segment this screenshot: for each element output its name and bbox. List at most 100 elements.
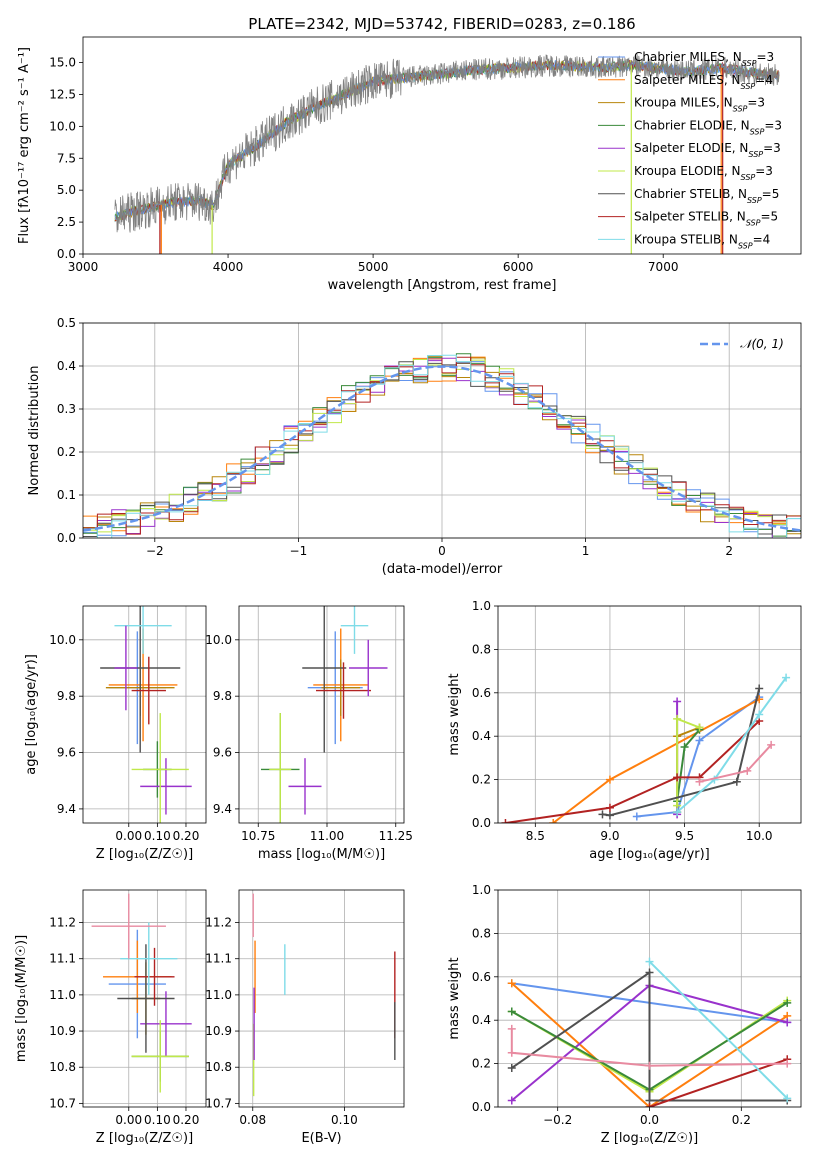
weight-marker xyxy=(507,1096,516,1105)
y-tick-label: 10.9 xyxy=(49,1024,76,1038)
x-axis-label: wavelength [Angstrom, rest frame] xyxy=(328,278,557,293)
y-axis-label: mass weight xyxy=(447,673,462,755)
x-tick-label: 0.10 xyxy=(144,1113,171,1127)
weight-line xyxy=(510,1028,788,1067)
weight-marker xyxy=(695,736,704,745)
x-tick-label: 10.0 xyxy=(746,829,773,843)
axes-frame xyxy=(82,322,802,539)
y-tick-label: 0.1 xyxy=(57,488,76,502)
weight-marker xyxy=(680,743,689,752)
x-tick-label: 5000 xyxy=(358,260,389,274)
weight-marker xyxy=(645,968,654,977)
x-tick-label: 0.10 xyxy=(331,1113,358,1127)
weight-marker xyxy=(507,1007,516,1016)
y-tick-label: 9.4 xyxy=(213,802,232,816)
weight-marker xyxy=(598,810,607,819)
y-tick-label: 10.9 xyxy=(205,1024,232,1038)
weight-marker xyxy=(507,1048,516,1057)
weight-marker xyxy=(783,1094,792,1103)
plot-area xyxy=(83,353,801,538)
x-axis-label: age [log₁₀(age/yr)] xyxy=(589,847,710,862)
x-tick-label: 11.00 xyxy=(310,829,344,843)
x-tick-label: 7000 xyxy=(648,260,679,274)
x-tick-label: 2 xyxy=(725,544,733,558)
x-tick-label: 11.25 xyxy=(379,829,413,843)
y-tick-label: 11.1 xyxy=(49,952,76,966)
y-axis-label: mass [log₁₀(M/M☉)] xyxy=(14,935,29,1062)
x-tick-label: −0.2 xyxy=(543,1113,572,1127)
y-tick-label: 9.4 xyxy=(57,802,76,816)
x-tick-label: 9.5 xyxy=(675,829,694,843)
plot-area xyxy=(114,54,780,254)
observed-spectrum-line xyxy=(114,54,780,233)
x-tick-label: 8.5 xyxy=(526,829,545,843)
x-tick-label: 0.08 xyxy=(239,1113,266,1127)
weight-marker xyxy=(549,819,558,823)
panel-residuals: −2 −1 0 1 2 0.0 0.1 0.2 0.3 0.4 0.5 (data-model)/er… xyxy=(27,316,802,577)
x-tick-label: 4000 xyxy=(213,260,244,274)
weight-marker xyxy=(755,684,764,693)
panel-weights_vs_Z: −0.2 0.0 0.2 0.0 0.2 0.4 0.6 0.8 1.0 Z [log₁₀(Z/Z… xyxy=(447,883,802,1146)
y-tick-label: 1.0 xyxy=(472,599,491,613)
weight-marker xyxy=(783,1059,792,1068)
x-tick-label: 0.00 xyxy=(115,829,142,843)
y-tick-label: 10.7 xyxy=(49,1096,76,1110)
y-tick-label: 0.6 xyxy=(472,686,491,700)
plot-area xyxy=(252,893,396,1097)
y-tick-label: 0.0 xyxy=(57,247,76,261)
y-tick-label: 0.5 xyxy=(57,316,76,330)
axes-frame xyxy=(497,605,802,824)
weight-marker xyxy=(783,1018,792,1027)
x-tick-label: 1 xyxy=(582,544,590,558)
x-tick-label: 0.2 xyxy=(732,1113,751,1127)
y-tick-label: 11.2 xyxy=(205,916,232,930)
y-tick-label: 9.8 xyxy=(57,689,76,703)
y-tick-label: 0.6 xyxy=(472,970,491,984)
legend-entry: Chabrier ELODIE, NSSP=3 xyxy=(634,118,782,136)
x-axis-label: Z [log₁₀(Z/Z☉)] xyxy=(96,1131,193,1146)
x-tick-label: 0.10 xyxy=(144,829,171,843)
legend: 𝒩(0, 1) xyxy=(700,337,784,351)
legend-entry: 𝒩(0, 1) xyxy=(740,337,784,351)
x-axis-label: mass [log₁₀(M/M☉)] xyxy=(258,847,385,862)
x-axis-label: (data-model)/error xyxy=(382,562,503,577)
y-axis-label: Flux [fλ10⁻¹⁷ erg cm⁻² s⁻¹ A⁻¹] xyxy=(17,47,32,244)
panel-mass_vs_Z: 0.00 0.10 0.20 10.7 10.8 10.9 11.0 11.1 11.2 Z [l… xyxy=(14,889,207,1146)
y-tick-label: 11.1 xyxy=(205,952,232,966)
legend-entry: Kroupa STELIB, NSSP=4 xyxy=(634,232,770,250)
x-axis-label: E(B-V) xyxy=(301,1131,341,1146)
weight-marker xyxy=(673,773,682,782)
y-tick-label: 15.0 xyxy=(49,56,76,70)
panel-mass_vs_EBV: 0.08 0.10 10.7 10.8 10.9 11.0 11.1 11.2 E(B-V) xyxy=(205,889,405,1146)
weight-marker xyxy=(743,766,752,775)
axes-frame xyxy=(82,889,207,1108)
y-tick-label: 0.0 xyxy=(472,1100,491,1114)
y-tick-label: 9.8 xyxy=(213,689,232,703)
weight-marker xyxy=(695,723,704,732)
x-tick-label: 0.20 xyxy=(173,829,200,843)
weight-marker xyxy=(767,740,776,749)
x-tick-label: 0 xyxy=(438,544,446,558)
y-tick-label: 12.5 xyxy=(49,87,76,101)
x-axis-label: Z [log₁₀(Z/Z☉)] xyxy=(96,847,193,862)
axes-frame xyxy=(497,889,802,1108)
x-tick-label: 0.20 xyxy=(173,1113,200,1127)
y-axis-label: Normed distribution xyxy=(27,366,42,496)
weight-marker xyxy=(632,812,641,821)
axes-frame xyxy=(82,605,207,824)
y-tick-label: 11.0 xyxy=(49,988,76,1002)
y-tick-label: 0.4 xyxy=(57,359,76,373)
y-tick-label: 0.4 xyxy=(472,729,491,743)
x-tick-label: 6000 xyxy=(503,260,534,274)
y-tick-label: 11.0 xyxy=(205,988,232,1002)
y-tick-label: 0.2 xyxy=(472,773,491,787)
y-tick-label: 7.5 xyxy=(57,151,76,165)
x-tick-label: −1 xyxy=(290,544,308,558)
y-tick-label: 9.6 xyxy=(57,746,76,760)
weight-line xyxy=(511,982,788,1107)
plot-area xyxy=(100,606,192,823)
legend-entry: Kroupa ELODIE, NSSP=3 xyxy=(634,164,773,182)
plot-area xyxy=(91,893,192,1093)
y-tick-label: 2.5 xyxy=(57,215,76,229)
weight-line xyxy=(602,688,761,817)
